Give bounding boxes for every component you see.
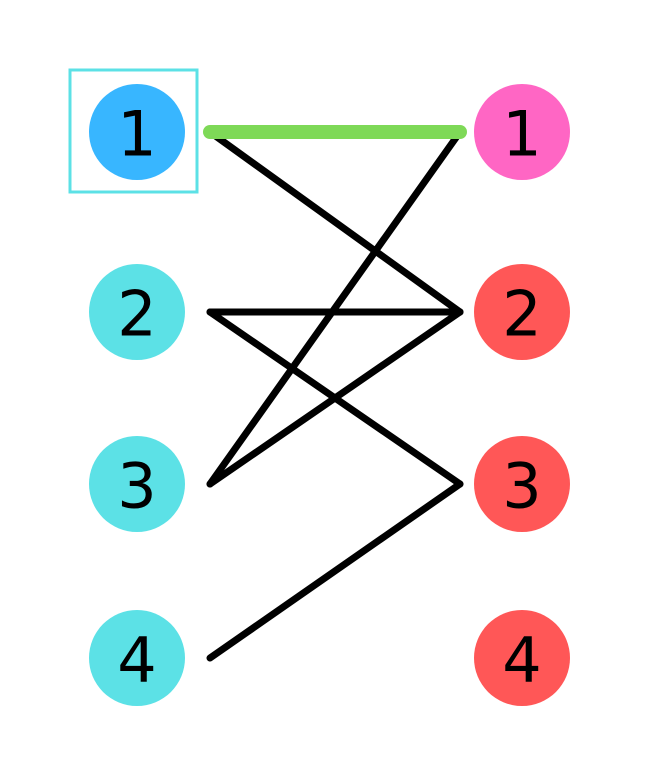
right-node-circle	[474, 436, 570, 532]
right-node-4[interactable]: 4	[474, 610, 570, 706]
right-node-circle	[474, 84, 570, 180]
right-node-1[interactable]: 1	[474, 84, 570, 180]
right-node-label: 1	[502, 98, 541, 171]
nodes-layer: 1 2 3 4 1 2 3 4	[89, 84, 570, 706]
edges-layer	[203, 125, 467, 662]
left-node-circle	[89, 264, 185, 360]
right-node-3[interactable]: 3	[474, 436, 570, 532]
graph-edge	[206, 480, 464, 662]
left-node-label: 2	[117, 278, 156, 351]
left-node-2[interactable]: 2	[89, 264, 185, 360]
left-node-4[interactable]: 4	[89, 610, 185, 706]
graph-edge	[206, 128, 464, 488]
left-node-circle	[89, 84, 185, 180]
right-node-circle	[474, 610, 570, 706]
graph-edge	[206, 308, 464, 488]
left-node-circle	[89, 610, 185, 706]
right-node-circle	[474, 264, 570, 360]
selection-box	[68, 68, 199, 194]
left-node-label: 1	[117, 98, 156, 171]
right-node-2[interactable]: 2	[474, 264, 570, 360]
left-node-3[interactable]: 3	[89, 436, 185, 532]
left-node-label: 3	[117, 450, 156, 523]
right-node-label: 3	[502, 450, 541, 523]
selection-layer	[68, 68, 199, 194]
right-node-label: 2	[502, 278, 541, 351]
left-node-1[interactable]: 1	[89, 84, 185, 180]
right-node-label: 4	[502, 624, 541, 697]
graph-edge	[206, 128, 464, 316]
left-node-label: 4	[117, 624, 156, 697]
left-node-circle	[89, 436, 185, 532]
